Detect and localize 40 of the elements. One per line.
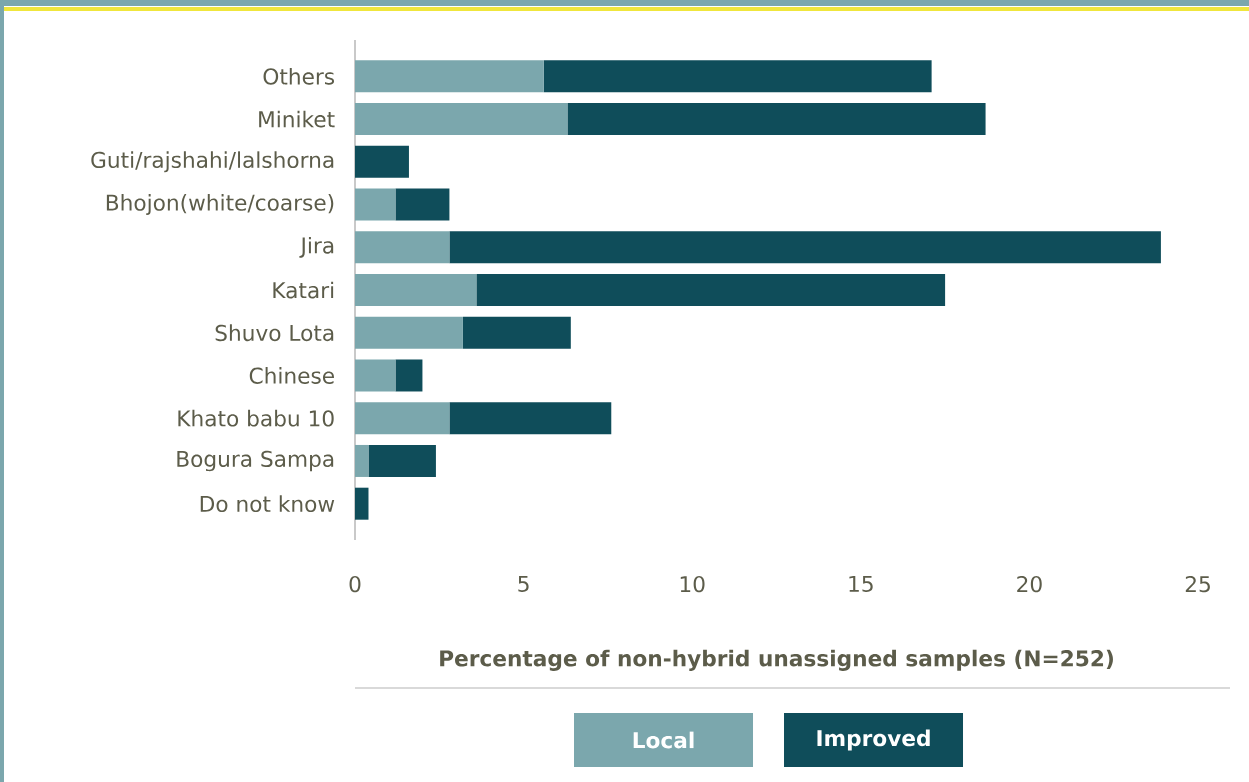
- y-tick-label: Others: [263, 67, 335, 85]
- bar: [355, 188, 396, 221]
- x-tick-label: 25: [1185, 575, 1210, 593]
- text: Local: [633, 731, 694, 749]
- y-tick-label: Bogura Sampa: [177, 450, 334, 472]
- x-tick-label: 0: [349, 575, 361, 593]
- x-tick-label: 15: [849, 575, 873, 593]
- y-tick-label: Shuvo Lota: [215, 324, 334, 342]
- bar: [543, 60, 932, 93]
- x-tick-label: 20: [1017, 575, 1042, 593]
- bar: [355, 402, 450, 435]
- bar: [449, 402, 612, 435]
- x-axis-title: Percentage of non-hybrid unassigned samples (N=252): [440, 649, 1113, 671]
- bar: [355, 145, 409, 178]
- bar: [449, 231, 1161, 264]
- bar: [355, 103, 568, 136]
- bar: [355, 60, 544, 93]
- bar: [395, 359, 423, 392]
- y-tick-label: Jira: [299, 236, 334, 258]
- y-tick-label: Guti/rajshahi/lalshorna: [91, 151, 334, 173]
- bar: [355, 444, 369, 477]
- y-tick-label: Miniket: [259, 110, 335, 128]
- bar: [567, 103, 986, 136]
- bar: [355, 274, 477, 307]
- bar: [355, 359, 396, 392]
- y-tick-label: Katari: [273, 281, 334, 299]
- bar: [476, 274, 946, 307]
- bar: [368, 444, 436, 477]
- bar: [355, 231, 450, 264]
- y-tick-label: Chinese: [249, 367, 334, 384]
- bar: [355, 316, 463, 349]
- bar: [395, 188, 450, 221]
- y-tick-label: Khato babu 10: [178, 409, 334, 427]
- x-tick-label: 5: [518, 575, 529, 593]
- y-tick-label: Bhojon(white/coarse): [106, 194, 334, 216]
- text: Improved: [817, 729, 930, 751]
- bar: [355, 487, 369, 520]
- x-tick-label: 10: [680, 575, 705, 593]
- y-tick-label: Do not know: [200, 495, 335, 513]
- bar: [462, 316, 571, 349]
